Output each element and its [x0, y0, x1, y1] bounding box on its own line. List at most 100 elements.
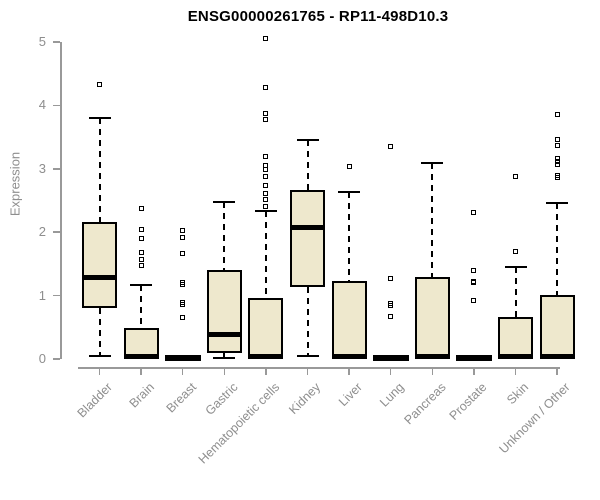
upper-whisker — [514, 267, 517, 318]
upper-whisker — [556, 203, 559, 295]
outlier-point — [263, 191, 269, 197]
x-axis-tick — [265, 367, 267, 375]
outlier-point — [180, 314, 186, 320]
x-axis-tick — [348, 367, 350, 375]
y-axis-tick — [53, 358, 60, 360]
median-line — [206, 332, 242, 338]
outlier-point — [263, 203, 269, 209]
x-tick-label: Prostate — [446, 380, 490, 423]
outlier-point — [263, 154, 269, 160]
upper-whisker — [348, 192, 351, 281]
x-axis-tick — [140, 367, 142, 375]
box — [248, 297, 284, 358]
outlier-point — [388, 144, 394, 150]
y-tick-label: 3 — [38, 160, 46, 176]
x-axis-tick — [473, 367, 475, 375]
y-tick-label: 1 — [38, 287, 46, 303]
outlier-point — [138, 226, 144, 232]
outlier-point — [263, 182, 269, 188]
outlier-point — [471, 267, 477, 273]
median-line — [539, 353, 575, 359]
outlier-point — [554, 137, 560, 143]
upper-whisker-cap — [296, 139, 319, 142]
chart-title: ENSG00000261765 - RP11-498D10.3 — [187, 8, 449, 25]
collapsed-box — [164, 354, 201, 361]
outlier-point — [263, 173, 269, 179]
outlier-point — [263, 85, 269, 91]
median-line — [123, 353, 159, 359]
outlier-point — [97, 81, 102, 87]
outlier-point — [388, 314, 394, 320]
x-axis-tick — [514, 367, 517, 375]
collapsed-box — [455, 354, 492, 361]
median-line — [498, 353, 533, 359]
box — [498, 317, 533, 358]
y-tick-label: 4 — [38, 97, 46, 113]
outlier-point — [263, 36, 269, 42]
outlier-point — [388, 275, 394, 281]
outlier-point — [554, 112, 560, 118]
upper-whisker-cap — [421, 162, 444, 165]
upper-whisker — [264, 211, 267, 298]
outlier-point — [471, 297, 477, 303]
outlier-point — [263, 111, 269, 117]
median-line — [248, 353, 284, 359]
outlier-point — [138, 263, 144, 269]
x-axis-tick — [223, 367, 226, 375]
outlier-point — [554, 174, 560, 180]
upper-whisker — [306, 140, 309, 190]
x-axis-tick — [389, 367, 392, 375]
outlier-point — [138, 236, 144, 242]
upper-whisker-cap — [504, 266, 527, 269]
upper-whisker — [140, 284, 143, 328]
outlier-point — [513, 249, 518, 255]
upper-whisker — [223, 202, 226, 271]
x-axis-tick — [306, 367, 309, 375]
outlier-point — [471, 210, 477, 216]
outlier-point — [554, 156, 560, 162]
outlier-point — [180, 301, 186, 307]
x-tick-label: Lung — [377, 380, 407, 410]
y-axis-tick — [53, 231, 60, 233]
outlier-point — [138, 256, 144, 262]
upper-whisker-cap — [546, 202, 569, 205]
x-tick-label: Brain — [126, 380, 158, 411]
x-axis-tick — [98, 367, 101, 375]
lower-whisker — [98, 308, 101, 356]
collapsed-box — [372, 354, 409, 361]
outlier-point — [138, 206, 144, 212]
outlier-point — [180, 227, 186, 233]
y-axis-tick — [53, 168, 60, 170]
y-axis-tick — [53, 104, 60, 107]
lower-whisker — [223, 353, 226, 358]
x-tick-label: Liver — [335, 380, 366, 410]
outlier-point — [263, 117, 269, 123]
upper-whisker — [98, 118, 101, 223]
lower-whisker-cap — [88, 354, 111, 357]
x-tick-label: Hematopoietic cells — [195, 380, 282, 467]
box — [206, 270, 242, 354]
outlier-point — [471, 280, 477, 286]
outlier-point — [554, 143, 560, 149]
y-tick-label: 5 — [38, 34, 46, 49]
x-axis-line — [78, 367, 560, 369]
outlier-point — [513, 173, 518, 179]
outlier-point — [346, 163, 352, 169]
box — [539, 294, 575, 358]
x-tick-label: Pancreas — [400, 380, 449, 428]
box — [414, 276, 450, 358]
outlier-point — [554, 159, 560, 165]
box — [290, 189, 325, 287]
outlier-point — [554, 162, 560, 168]
median-line — [82, 274, 117, 280]
upper-whisker — [431, 163, 434, 277]
median-line — [331, 353, 367, 359]
x-tick-label: Kidney — [286, 380, 324, 417]
outlier-point — [180, 250, 186, 256]
outlier-point — [180, 281, 186, 287]
outlier-point — [388, 303, 394, 309]
median-line — [414, 353, 450, 359]
upper-whisker-cap — [338, 191, 361, 194]
